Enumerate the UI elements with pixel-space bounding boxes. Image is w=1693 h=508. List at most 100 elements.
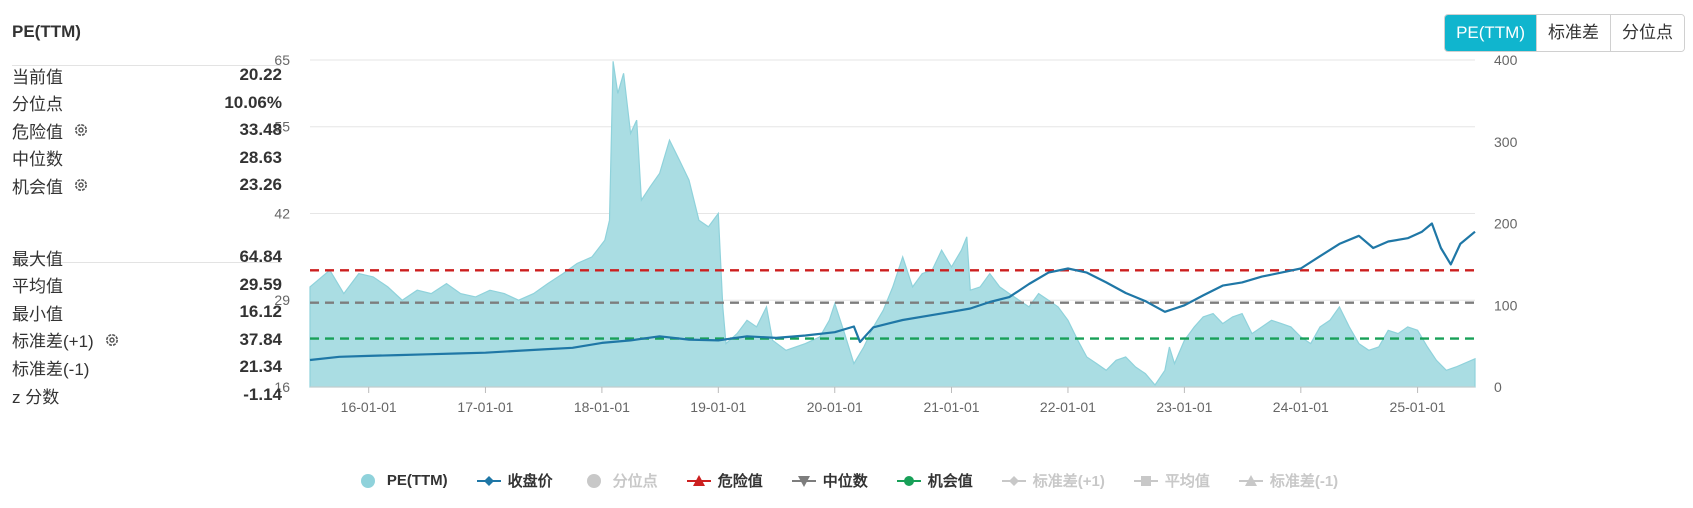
- y-left-tick-label: 55: [274, 119, 290, 135]
- y-right-tick-label: 100: [1494, 297, 1518, 313]
- x-tick-label: 18-01-01: [574, 399, 630, 415]
- legend-item-opportunity[interactable]: 机会值: [896, 470, 973, 491]
- stat-label-wrap: 机会值: [12, 173, 89, 198]
- y-left-tick-label: 16: [274, 379, 290, 395]
- divider-middle: [12, 262, 281, 263]
- pe-area-series: [309, 61, 1476, 388]
- toggle-option-opt1[interactable]: 标准差: [1536, 15, 1610, 51]
- legend-diamond-line-icon: [1001, 475, 1026, 486]
- y-left-tick-label: 29: [274, 292, 290, 308]
- stat-row: 最大值 64.84: [12, 244, 282, 270]
- legend-item-std_plus[interactable]: 标准差(+1): [1001, 470, 1105, 491]
- stat-label-wrap: z 分数: [12, 383, 59, 408]
- stat-label: z 分数: [12, 387, 60, 407]
- x-tick-label: 22-01-01: [1040, 399, 1096, 415]
- stat-row: 平均值 29.59: [12, 272, 282, 298]
- x-tick-label: 16-01-01: [341, 399, 397, 415]
- legend-item-mean[interactable]: 平均值: [1133, 470, 1210, 491]
- stat-row: 危险值 33.48: [12, 117, 282, 143]
- settings-gear-icon[interactable]: [73, 122, 89, 138]
- stat-label-wrap: 平均值: [12, 272, 63, 297]
- settings-gear-icon[interactable]: [104, 332, 120, 348]
- toggle-option-opt2[interactable]: 分位点: [1610, 15, 1684, 51]
- legend-label: 标准差(+1): [1032, 473, 1105, 490]
- stat-label: 平均值: [12, 277, 63, 297]
- stat-value: 23.26: [239, 175, 282, 195]
- x-tick-label: 17-01-01: [457, 399, 513, 415]
- x-tick-label: 24-01-01: [1273, 399, 1329, 415]
- stat-row: z 分数 -1.14: [12, 382, 282, 408]
- x-tick-label: 25-01-01: [1390, 399, 1446, 415]
- legend-item-pe[interactable]: PE(TTM): [355, 472, 448, 489]
- y-right-tick-label: 400: [1494, 52, 1518, 68]
- stat-row: 当前值 20.22: [12, 62, 282, 88]
- stat-value: 64.84: [239, 247, 282, 266]
- stat-row: 标准差(-1) 21.34: [12, 354, 282, 380]
- legend-label: 危险值: [717, 473, 763, 490]
- legend-label: PE(TTM): [386, 472, 448, 489]
- stat-value: 16.12: [239, 302, 282, 322]
- toggle-option-pe-ttm[interactable]: PE(TTM): [1445, 15, 1536, 51]
- legend-item-percentile[interactable]: 分位点: [581, 470, 658, 491]
- stat-value: -1.14: [243, 385, 282, 404]
- legend-triangle-up-icon: [686, 474, 711, 486]
- legend-circle-icon: [360, 473, 375, 488]
- stat-label-wrap: 当前值: [12, 63, 63, 88]
- y-right-tick-label: 200: [1494, 216, 1518, 232]
- stat-value: 33.48: [239, 120, 282, 140]
- stat-label: 分位点: [12, 95, 63, 115]
- y-left-tick-label: 42: [274, 205, 290, 221]
- legend-label: 中位数: [822, 473, 868, 490]
- x-tick-label: 19-01-01: [690, 399, 746, 415]
- stat-label: 最小值: [12, 304, 63, 324]
- legend-diamond-line-icon: [476, 475, 501, 486]
- stat-label-wrap: 最大值: [12, 245, 63, 270]
- legend-item-danger[interactable]: 危险值: [686, 470, 763, 491]
- legend-label: 收盘价: [507, 473, 553, 490]
- chart-legend: PE(TTM) 收盘价 分位点 危险值 中位数 机会值 标准差(+1) 平均值 标准差(-1): [0, 470, 1693, 491]
- stat-value: 21.34: [239, 357, 282, 377]
- stat-label-wrap: 危险值: [12, 118, 89, 143]
- divider-top: [12, 65, 281, 66]
- stat-label: 标准差(-1): [12, 359, 90, 379]
- stat-value: 10.06%: [224, 92, 282, 112]
- stat-row: 最小值 16.12: [12, 299, 282, 325]
- price-line-series: [309, 222, 1476, 362]
- stat-label-wrap: 最小值: [12, 300, 63, 325]
- x-tick-label: 20-01-01: [807, 399, 863, 415]
- legend-circle-icon: [586, 473, 601, 488]
- legend-triangle-down-icon: [791, 475, 816, 487]
- legend-label: 分位点: [612, 473, 658, 490]
- panel-title: PE(TTM): [12, 22, 81, 41]
- legend-circle-line-icon: [896, 475, 921, 486]
- x-tick-label: 23-01-01: [1156, 399, 1212, 415]
- stat-label-wrap: 中位数: [12, 145, 63, 170]
- stat-label-wrap: 标准差(+1): [12, 327, 120, 352]
- stat-label: 标准差(+1): [12, 332, 94, 352]
- x-tick-label: 21-01-01: [923, 399, 979, 415]
- stat-value: 28.63: [239, 147, 282, 167]
- stat-label: 危险值: [12, 122, 63, 142]
- stat-row: 分位点 10.06%: [12, 90, 282, 116]
- legend-label: 平均值: [1164, 473, 1210, 490]
- legend-item-median[interactable]: 中位数: [791, 470, 868, 491]
- pe-chart: 16 29 42 55 65 0 100 200 300 400 16-01-01 17-01-01 1…: [274, 52, 1518, 415]
- legend-triangle-up-icon: [1238, 474, 1263, 486]
- settings-gear-icon[interactable]: [73, 177, 89, 193]
- stat-value: 20.22: [239, 65, 282, 84]
- stat-label: 机会值: [12, 177, 63, 197]
- metric-toggle: PE(TTM) 标准差 分位点: [1444, 14, 1685, 52]
- y-right-tick-label: 0: [1494, 379, 1502, 395]
- stat-label: 当前值: [12, 67, 63, 87]
- stat-row: 机会值 23.26: [12, 172, 282, 198]
- stat-row: 标准差(+1) 37.84: [12, 327, 282, 353]
- legend-item-std_minus[interactable]: 标准差(-1): [1238, 470, 1338, 491]
- stat-label: 最大值: [12, 249, 63, 269]
- stat-row: 中位数 28.63: [12, 145, 282, 171]
- stat-label-wrap: 标准差(-1): [12, 355, 89, 380]
- stat-label-wrap: 分位点: [12, 90, 63, 115]
- stat-value: 29.59: [239, 274, 282, 294]
- legend-item-price[interactable]: 收盘价: [476, 470, 553, 491]
- legend-label: 标准差(-1): [1269, 473, 1339, 490]
- stat-value: 37.84: [239, 329, 282, 349]
